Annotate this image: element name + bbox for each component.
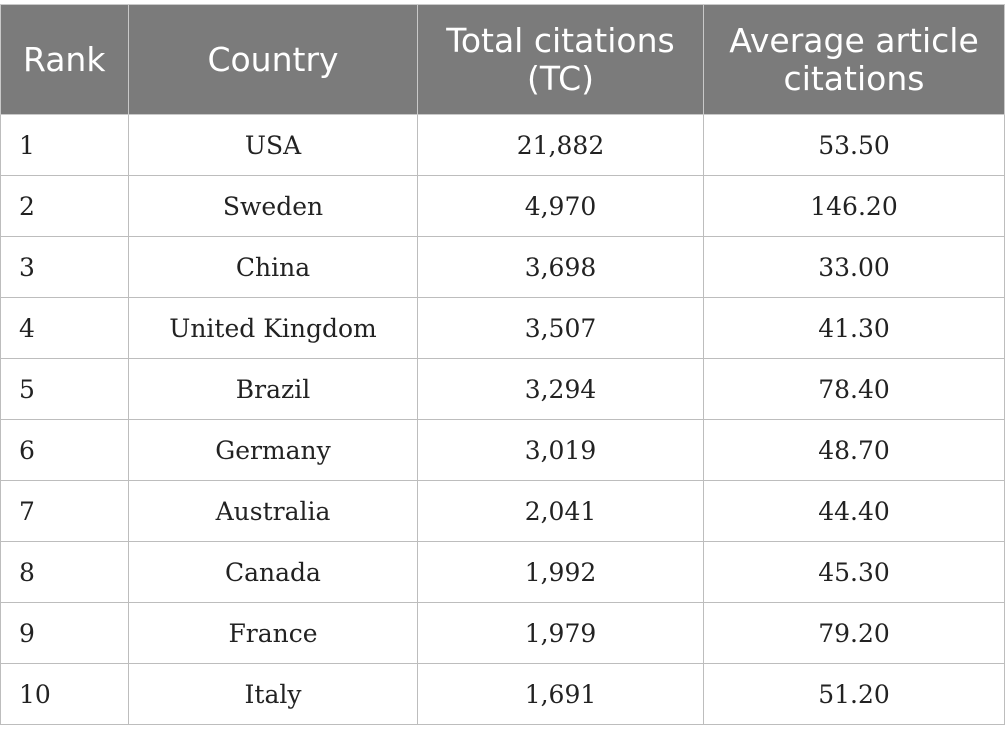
- cell-average-citations: 78.40: [703, 358, 1005, 420]
- cell-country: France: [128, 602, 418, 664]
- table-header: Rank Country Total citations (TC) Averag…: [0, 4, 1005, 115]
- cell-country: United Kingdom: [128, 297, 418, 359]
- table-row: 3 China 3,698 33.00: [0, 236, 1005, 298]
- table-row: 8 Canada 1,992 45.30: [0, 541, 1005, 603]
- cell-total-citations: 3,507: [417, 297, 704, 359]
- table-row: 4 United Kingdom 3,507 41.30: [0, 297, 1005, 359]
- cell-total-citations: 1,979: [417, 602, 704, 664]
- citations-table-container: Rank Country Total citations (TC) Averag…: [0, 4, 1005, 725]
- table-body: 1 USA 21,882 53.50 2 Sweden 4,970 146.20…: [0, 114, 1005, 725]
- header-total-citations-line1: Total citations: [446, 20, 675, 60]
- cell-country: China: [128, 236, 418, 298]
- cell-country: Germany: [128, 419, 418, 481]
- header-average-article-citations: Average article citations: [703, 4, 1005, 115]
- cell-average-citations: 79.20: [703, 602, 1005, 664]
- header-rank: Rank: [0, 4, 129, 115]
- header-average-line2: citations: [783, 58, 925, 98]
- cell-rank: 9: [0, 602, 129, 664]
- cell-rank: 7: [0, 480, 129, 542]
- cell-rank: 5: [0, 358, 129, 420]
- cell-country: Italy: [128, 663, 418, 725]
- cell-rank: 6: [0, 419, 129, 481]
- table-row: 2 Sweden 4,970 146.20: [0, 175, 1005, 237]
- cell-total-citations: 1,691: [417, 663, 704, 725]
- citations-table: Rank Country Total citations (TC) Averag…: [0, 4, 1005, 725]
- cell-country: Canada: [128, 541, 418, 603]
- cell-rank: 4: [0, 297, 129, 359]
- cell-country: USA: [128, 114, 418, 176]
- cell-average-citations: 41.30: [703, 297, 1005, 359]
- cell-average-citations: 146.20: [703, 175, 1005, 237]
- table-row: 9 France 1,979 79.20: [0, 602, 1005, 664]
- cell-total-citations: 3,294: [417, 358, 704, 420]
- table-row: 10 Italy 1,691 51.20: [0, 663, 1005, 725]
- cell-rank: 2: [0, 175, 129, 237]
- header-country: Country: [128, 4, 418, 115]
- cell-total-citations: 3,698: [417, 236, 704, 298]
- header-total-citations-line2: (TC): [526, 58, 594, 98]
- cell-rank: 1: [0, 114, 129, 176]
- cell-rank: 10: [0, 663, 129, 725]
- table-row: 1 USA 21,882 53.50: [0, 114, 1005, 176]
- cell-average-citations: 44.40: [703, 480, 1005, 542]
- cell-rank: 3: [0, 236, 129, 298]
- table-row: 5 Brazil 3,294 78.40: [0, 358, 1005, 420]
- cell-average-citations: 53.50: [703, 114, 1005, 176]
- cell-total-citations: 21,882: [417, 114, 704, 176]
- cell-average-citations: 33.00: [703, 236, 1005, 298]
- table-row: 7 Australia 2,041 44.40: [0, 480, 1005, 542]
- cell-total-citations: 2,041: [417, 480, 704, 542]
- cell-total-citations: 3,019: [417, 419, 704, 481]
- header-total-citations: Total citations (TC): [417, 4, 704, 115]
- cell-country: Sweden: [128, 175, 418, 237]
- cell-total-citations: 1,992: [417, 541, 704, 603]
- cell-average-citations: 48.70: [703, 419, 1005, 481]
- table-row: 6 Germany 3,019 48.70: [0, 419, 1005, 481]
- cell-country: Brazil: [128, 358, 418, 420]
- cell-country: Australia: [128, 480, 418, 542]
- header-row: Rank Country Total citations (TC) Averag…: [0, 4, 1005, 115]
- cell-average-citations: 45.30: [703, 541, 1005, 603]
- cell-rank: 8: [0, 541, 129, 603]
- header-average-line1: Average article: [729, 20, 979, 60]
- cell-average-citations: 51.20: [703, 663, 1005, 725]
- cell-total-citations: 4,970: [417, 175, 704, 237]
